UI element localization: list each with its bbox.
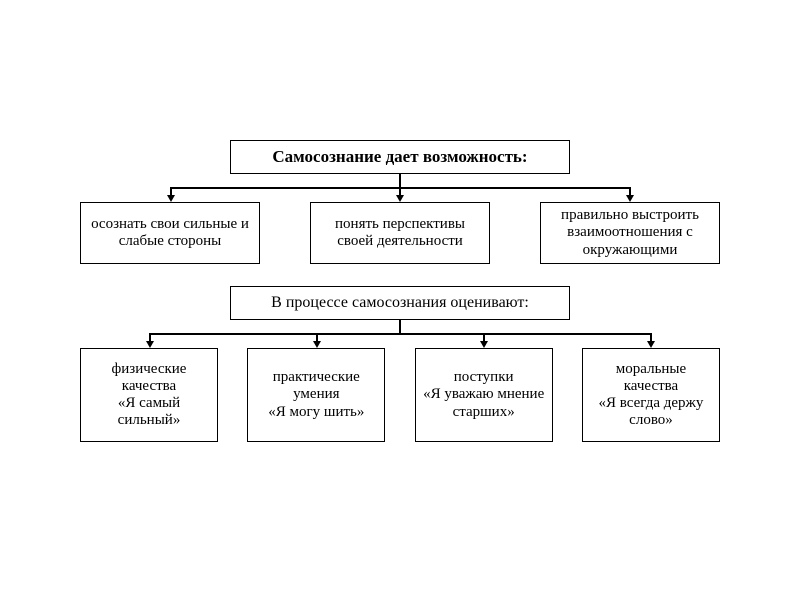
connector-line [399,320,401,334]
child-box: правильно выстроить взаимоотношения с ок… [540,202,720,264]
arrowhead-icon [167,195,175,202]
section-gap [80,264,720,286]
section-2-title: В процессе самосознания оценивают: [230,286,570,320]
arrowhead-icon [396,195,404,202]
section-1-children: осознать свои сильные и слабые стороны п… [80,202,720,264]
child-box: моральные качества«Я всегда держу слово» [582,348,720,442]
child-box: поступки«Я уважаю мнение старших» [415,348,553,442]
connector-line [399,174,401,188]
child-box: практические умения«Я могу шить» [247,348,385,442]
section-1: Самосознание дает возможность: осознать … [80,140,720,264]
arrowhead-icon [647,341,655,348]
section-1-title: Самосознание дает возможность: [230,140,570,174]
section-2-children: физические качества«Я самый сильный» пра… [80,348,720,442]
section-2-connectors [80,320,720,348]
arrowhead-icon [313,341,321,348]
child-box: понять перспективы своей деятельности [310,202,490,264]
section-1-connectors [80,174,720,202]
section-1-title-row: Самосознание дает возможность: [80,140,720,174]
section-2: В процессе самосознания оценивают: физич… [80,286,720,442]
connector-line [149,333,651,335]
section-2-title-row: В процессе самосознания оценивают: [80,286,720,320]
diagram-root: Самосознание дает возможность: осознать … [80,140,720,442]
child-box: физические качества«Я самый сильный» [80,348,218,442]
child-box: осознать свои сильные и слабые стороны [80,202,260,264]
arrowhead-icon [480,341,488,348]
arrowhead-icon [626,195,634,202]
arrowhead-icon [146,341,154,348]
